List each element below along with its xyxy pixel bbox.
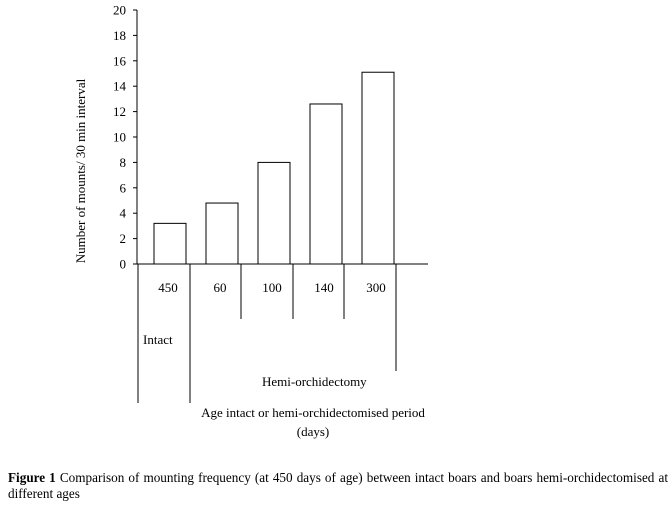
bar-chart: 0 2 4 6 8 10 12 14 16 18 20 450 60 100 140 300 Number … (73, 3, 428, 439)
x-tick-label: 140 (314, 280, 334, 295)
x-tick-label: 60 (214, 280, 227, 295)
group-separators (137, 264, 397, 403)
y-tick-label: 6 (120, 180, 127, 195)
y-axis-label: Number of mounts/ 30 min interval (73, 78, 88, 263)
x-axis-label-line1: Age intact or hemi-orchidectomised perio… (201, 405, 425, 420)
figure-caption: Figure 1 Comparison of mounting frequenc… (8, 470, 668, 502)
y-tick-label: 16 (113, 53, 127, 68)
caption-label: Figure 1 (8, 470, 56, 485)
y-tick-label: 20 (113, 3, 126, 18)
bar (153, 222, 187, 265)
bar (361, 71, 395, 265)
y-tick-label: 18 (113, 28, 126, 43)
y-tick-label: 4 (120, 206, 127, 221)
x-tick-label: 300 (366, 280, 386, 295)
group-label-intact: Intact (143, 332, 173, 347)
y-tick-label: 8 (120, 155, 127, 170)
x-tick-labels: 450 60 100 140 300 (158, 280, 386, 295)
group-label-hemi-orchidectomy: Hemi-orchidectomy (262, 374, 367, 389)
bars (153, 71, 395, 265)
x-tick-label: 450 (158, 280, 178, 295)
bar (257, 161, 291, 265)
x-axis-label-line2: (days) (297, 424, 330, 439)
y-tick-label: 0 (120, 257, 127, 272)
y-tick-label: 10 (113, 130, 126, 145)
y-ticks: 0 2 4 6 8 10 12 14 16 18 20 (113, 3, 137, 272)
y-tick-label: 12 (113, 104, 126, 119)
y-tick-label: 2 (120, 231, 127, 246)
caption-text: Comparison of mounting frequency (at 450… (8, 470, 668, 501)
bar (205, 202, 239, 265)
y-tick-label: 14 (113, 79, 127, 94)
x-tick-label: 100 (262, 280, 282, 295)
bar (309, 103, 343, 265)
